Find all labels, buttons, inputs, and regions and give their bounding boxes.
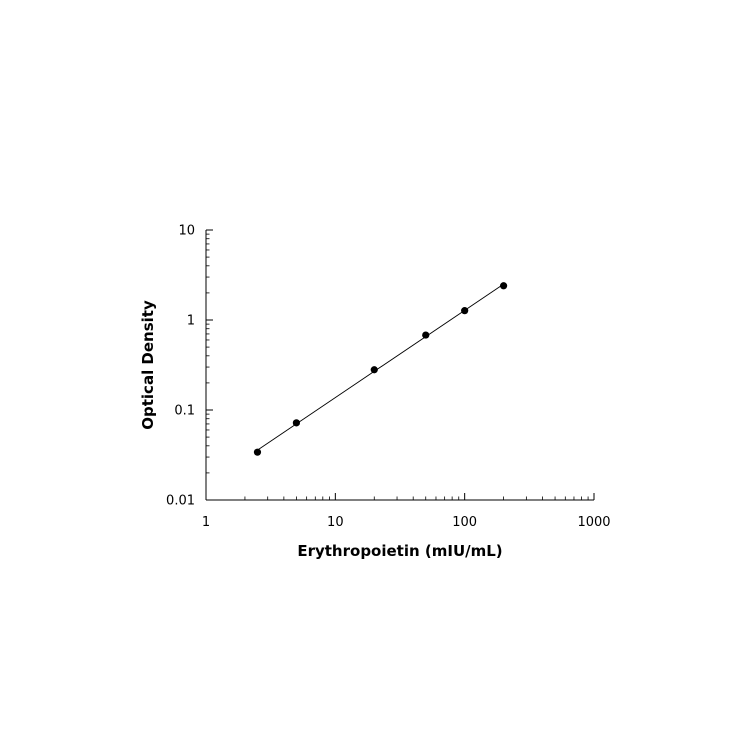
- y-tick-label: 1: [187, 314, 195, 329]
- y-tick-label: 0.01: [166, 494, 195, 509]
- major-ticks: [205, 229, 595, 501]
- data-point: [461, 307, 469, 315]
- minor-ticks: [206, 233, 589, 500]
- data-point: [422, 331, 430, 339]
- tick-labels: 1 10 100 1000 0.01 0.1 1 10: [166, 224, 611, 531]
- x-tick-label: 1: [202, 515, 210, 530]
- data-point: [499, 282, 508, 290]
- data-points: [253, 282, 508, 456]
- data-point: [370, 366, 378, 374]
- data-point: [292, 419, 301, 427]
- x-tick-label: 1000: [577, 515, 610, 530]
- x-tick-label: 10: [327, 515, 344, 530]
- x-axis-title: Erythropoietin (mIU/mL): [297, 542, 502, 560]
- data-point: [253, 448, 262, 456]
- x-tick-label: 100: [452, 515, 477, 530]
- y-tick-label: 0.1: [174, 404, 195, 419]
- y-tick-label: 10: [178, 224, 195, 239]
- y-axis-title: Optical Density: [139, 300, 157, 430]
